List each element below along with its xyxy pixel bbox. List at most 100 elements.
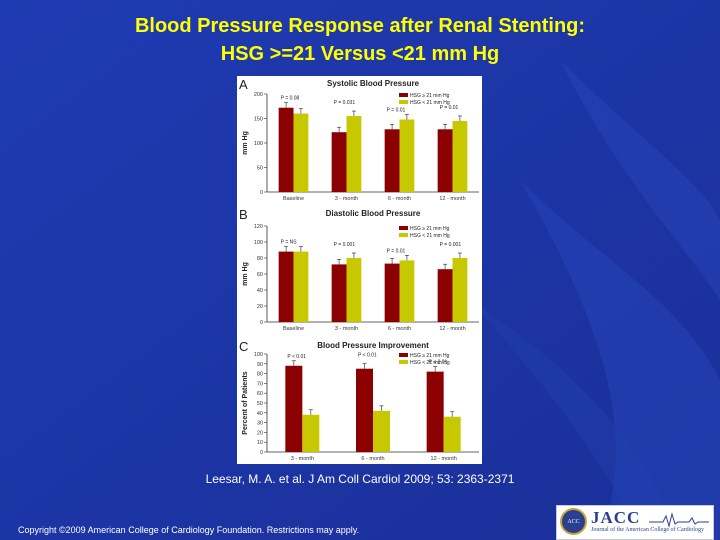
chart-b-legend-label: HSG ≥ 21 mm Hg	[410, 226, 450, 232]
chart-b-xtick-label: 12 - month	[439, 326, 465, 332]
chart-a-bar-low	[399, 119, 415, 192]
chart-c-ytick-label: 20	[257, 430, 263, 436]
chart-a-xtick-label: 6 - month	[388, 196, 411, 202]
chart-b-xtick-label: Baseline	[283, 326, 304, 332]
chart-c-legend-swatch	[399, 353, 408, 357]
chart-b-legend-swatch	[399, 226, 408, 230]
chart-c-legend-label: HSG ≥ 21 mm Hg	[410, 353, 450, 359]
chart-c-ytick-label: 30	[257, 421, 263, 427]
chart-a-pvalue: P = 0.01	[440, 105, 459, 111]
chart-c-xtick-label: 3 - month	[291, 456, 314, 462]
chart-b-pvalue: P = 0.001	[440, 242, 462, 248]
chart-a-bar-high	[384, 129, 400, 192]
chart-a-xtick-label: 3 - month	[335, 196, 358, 202]
chart-b-ylabel: mm Hg	[242, 262, 249, 286]
chart-b-ytick-label: 80	[257, 256, 263, 262]
jacc-logo: ACC JACC Journal of the American College…	[556, 505, 714, 540]
chart-b-bar-high	[437, 269, 453, 322]
chart-a-ytick-label: 100	[254, 141, 263, 147]
chart-c-ylabel: Percent of Patients	[242, 371, 249, 435]
chart-c-ytick-label: 10	[257, 440, 263, 446]
chart-b-legend-swatch	[399, 233, 408, 237]
jacc-logo-text: JACC	[591, 508, 641, 527]
chart-c-ytick-label: 70	[257, 381, 263, 387]
chart-a-ytick-label: 50	[257, 166, 263, 172]
chart-b-bar-high	[331, 264, 347, 322]
chart-a-legend-label: HSG ≥ 21 mm Hg	[410, 93, 450, 99]
slide-title: Blood Pressure Response after Renal Sten…	[0, 12, 720, 68]
citation: Leesar, M. A. et al. J Am Coll Cardiol 2…	[205, 472, 515, 486]
title-line-1: Blood Pressure Response after Renal Sten…	[134, 15, 586, 37]
chart-a-legend-swatch	[399, 93, 408, 97]
chart-c-ytick-label: 0	[260, 450, 263, 456]
chart-c-ytick-label: 100	[254, 352, 263, 358]
chart-c-ytick-label: 80	[257, 372, 263, 378]
chart-a-bar-low	[452, 120, 468, 192]
chart-b-title: Diastolic Blood Pressure	[326, 209, 421, 218]
chart-c-bar-high	[426, 371, 444, 452]
chart-b-ytick-label: 40	[257, 288, 263, 294]
chart-a-ylabel: mm Hg	[242, 131, 249, 155]
chart-c-pvalue: P < 0.01	[358, 353, 377, 359]
chart-a-pvalue: P = 0.031	[334, 100, 356, 106]
chart-c-ytick-label: 50	[257, 401, 263, 407]
chart-b-bar-high	[278, 251, 294, 322]
chart-c-title: Blood Pressure Improvement	[317, 341, 429, 350]
chart-b-bar-low	[346, 258, 362, 322]
chart-a-legend-swatch	[399, 100, 408, 104]
chart-b-ytick-label: 100	[254, 240, 263, 246]
chart-c-ytick-label: 40	[257, 411, 263, 417]
chart-c-bar-high	[356, 368, 373, 452]
chart-c-bar-high	[285, 365, 303, 452]
chart-b-pvalue: P = NS	[281, 240, 298, 246]
chart-b-ytick-label: 20	[257, 304, 263, 310]
chart-c-legend-label: HSG < 21 mm Hg	[410, 360, 450, 366]
chart-a-xtick-label: 12 - month	[439, 196, 465, 202]
chart-c-bar-low	[302, 414, 320, 452]
chart-a-ytick-label: 200	[254, 92, 263, 98]
chart-a-title: Systolic Blood Pressure	[327, 79, 420, 88]
chart-c-pvalue: P < 0.01	[429, 360, 448, 366]
chart-b-bar-low	[293, 251, 309, 322]
chart-a-bar-high	[331, 132, 347, 192]
chart-a-legend-label: HSG < 21 mm Hg	[410, 100, 450, 106]
chart-c-pvalue: P < 0.01	[287, 354, 306, 360]
jacc-journal-name: Journal of the American College of Cardi…	[591, 527, 704, 533]
chart-b-ytick-label: 120	[254, 224, 263, 230]
chart-c-ytick-label: 60	[257, 391, 263, 397]
chart-a-ytick-label: 0	[260, 190, 263, 196]
title-line-2: HSG >=21 Versus <21 mm Hg	[220, 43, 500, 65]
chart-b-panel-letter: B	[239, 207, 248, 222]
chart-b-pvalue: P = 0.01	[387, 248, 406, 254]
chart-b-bar-low	[452, 258, 468, 322]
chart-a-bar-low	[346, 116, 362, 192]
chart-b-bar-high	[384, 263, 400, 322]
chart-b-ytick-label: 0	[260, 320, 263, 326]
chart-b-xtick-label: 6 - month	[388, 326, 411, 332]
chart-b-bar-low	[399, 260, 415, 322]
chart-a-bar-low	[293, 113, 309, 192]
figure-panel: A Systolic Blood Pressure mm Hg 0 50 100 150 20…	[237, 76, 482, 464]
chart-c-xtick-label: 6 - month	[361, 456, 384, 462]
chart-c-bar-low	[373, 410, 390, 452]
chart-a-panel-letter: A	[239, 77, 248, 92]
chart-c-ytick-label: 90	[257, 362, 263, 368]
acc-seal-icon: ACC	[560, 508, 587, 535]
chart-c-xtick-label: 12 - month	[431, 456, 457, 462]
chart-a-bar-high	[278, 107, 294, 192]
chart-a-pvalue: P = 0.08	[281, 96, 300, 102]
copyright-notice: Copyright ©2009 American College of Card…	[18, 525, 360, 535]
chart-a-pvalue: P = 0.01	[387, 107, 406, 113]
chart-a-xtick-label: Baseline	[283, 196, 304, 202]
chart-b-xtick-label: 3 - month	[335, 326, 358, 332]
chart-c-panel-letter: C	[239, 339, 248, 354]
ecg-line-icon	[649, 512, 709, 528]
chart-a-ytick-label: 150	[254, 117, 263, 123]
chart-b-ytick-label: 60	[257, 272, 263, 278]
chart-b-legend-label: HSG < 21 mm Hg	[410, 233, 450, 239]
chart-b-pvalue: P = 0.001	[334, 242, 356, 248]
chart-a-bar-high	[437, 129, 453, 192]
chart-c-bar-low	[443, 416, 461, 452]
chart-c-legend-swatch	[399, 360, 408, 364]
